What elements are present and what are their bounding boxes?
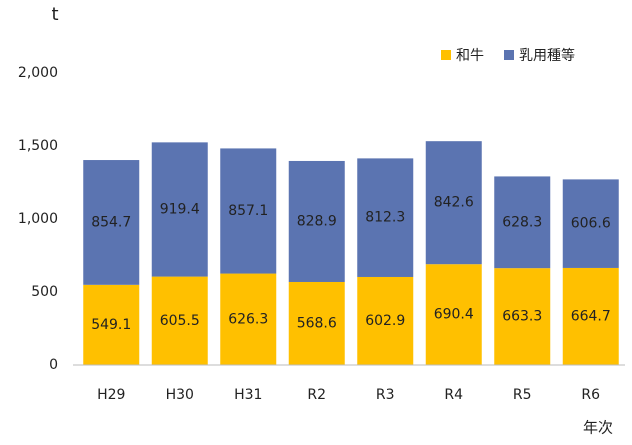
data-label: 606.6 bbox=[571, 216, 611, 232]
x-tick-label: H29 bbox=[97, 387, 125, 403]
x-tick-label: R6 bbox=[581, 387, 600, 403]
x-tick-label: R3 bbox=[376, 387, 395, 403]
y-tick-label: 0 bbox=[49, 357, 58, 373]
data-label: 568.6 bbox=[297, 315, 337, 331]
bar-segment bbox=[562, 267, 619, 365]
data-label: 919.4 bbox=[160, 201, 200, 217]
bar-segment bbox=[151, 276, 208, 365]
y-axis-label: t bbox=[51, 4, 58, 25]
data-label: 857.1 bbox=[228, 203, 268, 219]
data-label: 663.3 bbox=[502, 309, 542, 325]
data-label: 664.7 bbox=[571, 308, 611, 324]
bar-segment bbox=[151, 142, 208, 277]
data-label: 812.3 bbox=[365, 210, 405, 226]
legend-swatch bbox=[504, 50, 514, 60]
bar-segment bbox=[425, 141, 482, 265]
bar-segment bbox=[357, 158, 414, 277]
data-label: 602.9 bbox=[365, 313, 405, 329]
bar-segment bbox=[494, 176, 551, 269]
y-tick-label: 500 bbox=[31, 284, 58, 300]
bar-segment bbox=[220, 273, 277, 365]
bar-segment bbox=[83, 284, 140, 365]
bar-segment bbox=[83, 160, 140, 285]
bar-segment bbox=[357, 276, 414, 365]
bar-segment bbox=[425, 264, 482, 365]
y-tick-label: 2,000 bbox=[18, 65, 58, 81]
data-label: 626.3 bbox=[228, 311, 268, 327]
bar-segment bbox=[494, 268, 551, 365]
x-tick-label: R5 bbox=[513, 387, 532, 403]
data-label: 828.9 bbox=[297, 213, 337, 229]
data-label: 854.7 bbox=[91, 214, 131, 230]
bar-segment bbox=[288, 281, 345, 365]
x-tick-label: H31 bbox=[234, 387, 262, 403]
x-tick-label: R2 bbox=[307, 387, 326, 403]
x-tick-label: R4 bbox=[444, 387, 463, 403]
y-tick-label: 1,000 bbox=[18, 211, 58, 227]
legend-swatch bbox=[441, 50, 451, 60]
bar-segment bbox=[220, 148, 277, 274]
x-axis-label: 年次 bbox=[583, 419, 613, 437]
data-label: 605.5 bbox=[160, 313, 200, 329]
x-tick-label: H30 bbox=[166, 387, 194, 403]
data-label: 842.6 bbox=[434, 195, 474, 211]
legend-label: 和牛 bbox=[456, 48, 484, 64]
bar-segment bbox=[288, 160, 345, 282]
bar-segment bbox=[562, 179, 619, 268]
data-label: 628.3 bbox=[502, 214, 542, 230]
y-tick-label: 1,500 bbox=[18, 138, 58, 154]
data-label: 549.1 bbox=[91, 317, 131, 333]
data-label: 690.4 bbox=[434, 307, 474, 323]
legend-label: 乳用種等 bbox=[519, 47, 575, 64]
